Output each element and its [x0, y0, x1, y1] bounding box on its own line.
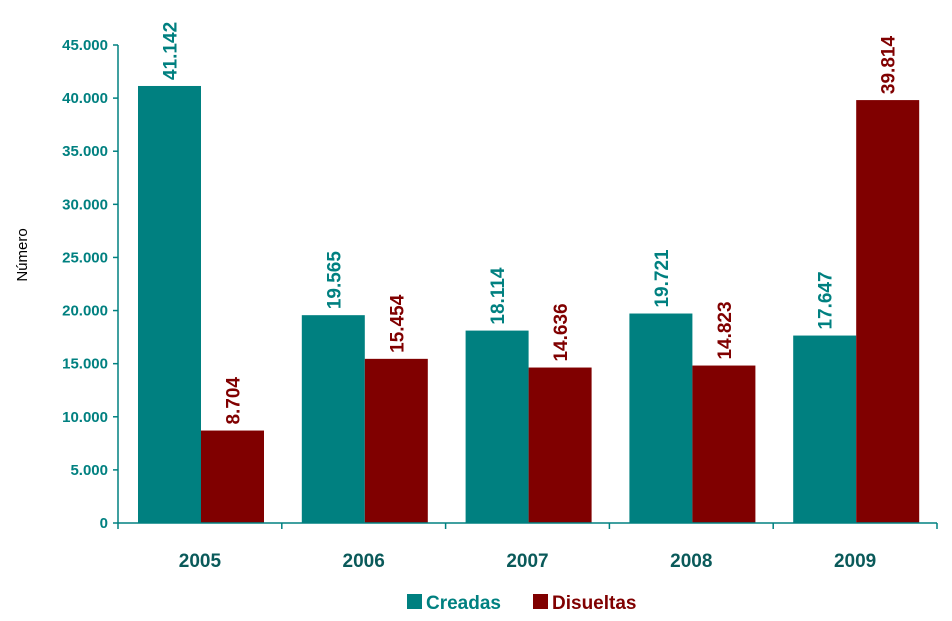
data-label-creadas-2005: 41.142 — [161, 22, 182, 80]
y-tick-label: 5.000 — [70, 462, 108, 479]
y-axis-title-group: Número — [14, 228, 31, 281]
y-tick-label: 15.000 — [62, 356, 108, 373]
bar-creadas-2007 — [465, 330, 529, 523]
y-tick-label: 10.000 — [62, 409, 108, 426]
axes: 2005 2006 2007 2008 2009 — [117, 45, 938, 572]
x-tick-label: 2008 — [670, 551, 712, 572]
y-tick-label: 35.000 — [62, 143, 108, 160]
data-label-disueltas-2008: 14.823 — [715, 301, 736, 359]
y-tick-label: 30.000 — [62, 196, 108, 213]
x-tick-label: 2007 — [506, 551, 548, 572]
bar-disueltas-2009 — [856, 100, 920, 523]
data-label-creadas-2008: 19.721 — [652, 249, 673, 308]
x-tick-label: 2005 — [179, 551, 222, 572]
legend-swatch-creadas — [407, 594, 422, 609]
y-axis-title: Número — [14, 228, 31, 281]
legend-swatch-disueltas — [533, 594, 548, 609]
bars — [138, 85, 920, 523]
legend: Creadas Disueltas — [407, 593, 636, 614]
bar-disueltas-2008 — [692, 365, 756, 523]
data-label-disueltas-2005: 8.704 — [224, 377, 245, 425]
legend-label-creadas: Creadas — [426, 593, 501, 614]
data-label-disueltas-2007: 14.636 — [551, 303, 572, 361]
y-tick-label: 45.000 — [62, 37, 108, 54]
legend-label-disueltas: Disueltas — [552, 593, 636, 614]
bar-disueltas-2007 — [528, 367, 592, 523]
bar-disueltas-2005 — [201, 430, 264, 523]
data-label-creadas-2007: 18.114 — [488, 267, 509, 324]
bar-disueltas-2006 — [364, 358, 428, 523]
y-ticks: 0 5.000 10.000 15.000 20.000 25.000 30.000 35.0… — [62, 37, 118, 532]
y-tick-label: 25.000 — [62, 249, 108, 266]
data-label-creadas-2006: 19.565 — [324, 251, 345, 310]
x-tick-label: 2009 — [834, 551, 876, 572]
x-tick-label: 2006 — [343, 551, 385, 572]
y-tick-label: 40.000 — [62, 90, 108, 107]
y-tick-label: 20.000 — [62, 303, 108, 320]
y-tick-label: 0 — [100, 515, 108, 532]
bar-creadas-2006 — [301, 315, 365, 523]
data-label-disueltas-2006: 15.454 — [387, 294, 408, 353]
bar-creadas-2005 — [138, 85, 201, 523]
data-label-disueltas-2009: 39.814 — [879, 36, 900, 95]
bar-creadas-2008 — [629, 313, 693, 523]
data-label-creadas-2009: 17.647 — [816, 271, 837, 329]
data-labels: 41.142 8.704 19.565 15.454 18.114 14.636 19.72… — [161, 22, 900, 425]
bar-creadas-2009 — [793, 335, 857, 523]
